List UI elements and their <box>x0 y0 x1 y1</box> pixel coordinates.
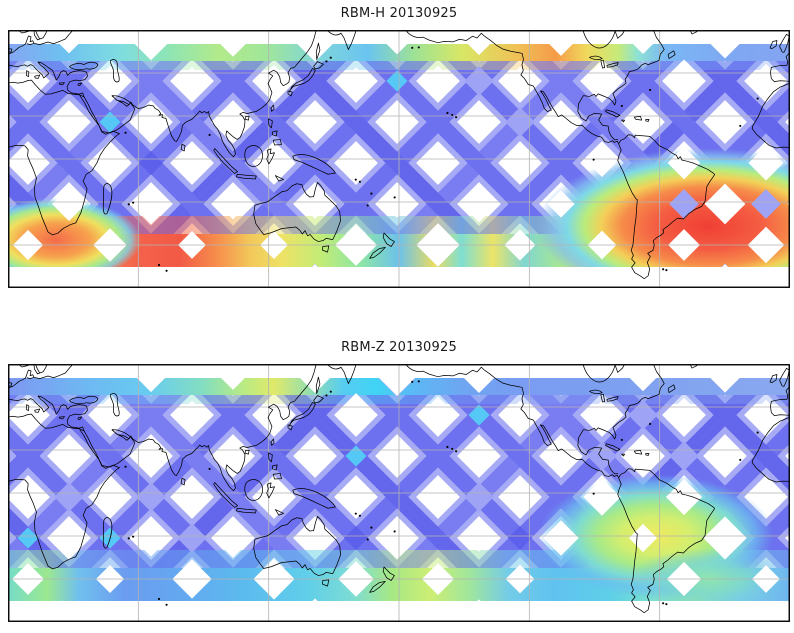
panel-title-top: RBM-H 20130925 <box>340 6 458 21</box>
map-canvas-bottom <box>8 364 790 622</box>
panel-title-bottom: RBM-Z 20130925 <box>341 340 457 355</box>
panel-bottom-map <box>8 364 790 622</box>
map-canvas-top <box>8 30 790 288</box>
panel-top-map <box>8 30 790 288</box>
